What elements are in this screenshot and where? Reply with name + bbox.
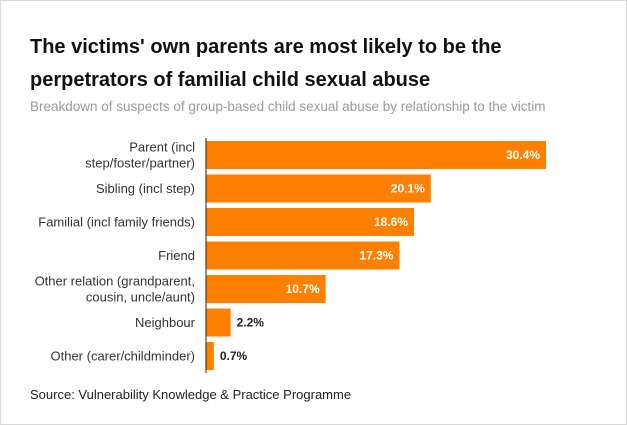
bar-3 (206, 241, 400, 270)
category-label-4: Other relation (grandparent, cousin, uncl… (35, 274, 195, 305)
category-label-1: Sibling (incl step) (96, 181, 195, 196)
bar-2 (206, 208, 415, 236)
chart-subtitle: Breakdown of suspects of group-based chi… (30, 99, 546, 114)
chart-title: The victims' own parents are most likely… (30, 36, 502, 91)
bar-1 (206, 174, 431, 203)
value-label-2: 18.6% (374, 215, 408, 229)
value-label-4: 10.7% (286, 282, 320, 296)
value-label-3: 17.3% (359, 249, 393, 263)
value-label-6: 0.7% (220, 349, 248, 363)
bar-6 (206, 342, 214, 370)
bar-chart: 30.4% Parent (incl step/foster/partner) 20.… (35, 138, 546, 373)
bar-0 (206, 141, 546, 169)
value-label-0: 30.4% (506, 148, 540, 162)
category-label-0: Parent (incl step/foster/partner) (85, 140, 195, 171)
value-label-1: 20.1% (391, 182, 425, 196)
category-label-2: Familial (incl family friends) (38, 215, 195, 230)
bar-5 (206, 308, 231, 337)
bar-4 (206, 275, 326, 303)
category-label-3: Friend (158, 248, 195, 263)
value-label-5: 2.2% (237, 316, 265, 330)
category-label-5: Neighbour (135, 315, 196, 330)
source-note: Source: Vulnerability Knowledge & Practi… (30, 387, 352, 402)
category-label-6: Other (carer/childminder) (51, 349, 196, 364)
